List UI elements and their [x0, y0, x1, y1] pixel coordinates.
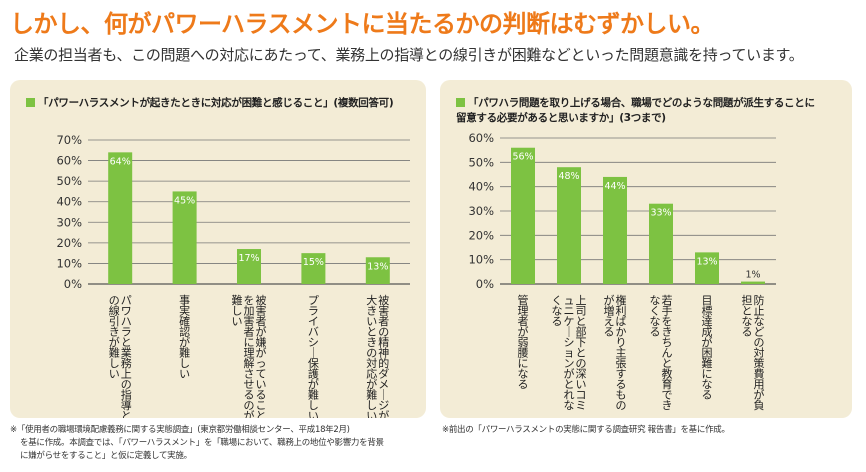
green-square-icon — [456, 98, 465, 107]
left-bar-chart: 0% 10% 20% 30% 40% 50% 60% 70% 64% パワハラと業務上の指導との線… — [56, 133, 410, 418]
data-label: 17% — [238, 253, 259, 264]
data-label: 56% — [512, 152, 533, 163]
left-chart-title: 「パワーハラスメントが起きたときに対応が困難と感じること」(複数回答可) — [26, 96, 394, 111]
category-label: 上司と部下との深いコミュニケ｜ションがとれなくなる — [552, 294, 587, 412]
data-label: 64% — [110, 156, 131, 167]
data-label: 33% — [650, 208, 671, 219]
bar — [649, 203, 673, 284]
right-chart-title: 「パワハラ問題を取り上げる場合、職場でどのような問題が派生することに 留意する必… — [456, 96, 815, 126]
category-label: 防止などの対策費用が負担となる — [742, 293, 765, 412]
y-tick-label: 60% — [468, 131, 494, 145]
y-tick-label: 50% — [56, 174, 82, 188]
left-note-line: を基に作成。本調査では、「パワーハラスメント」を「職場において、職務上の地位や影… — [20, 438, 384, 448]
bar — [557, 167, 581, 284]
y-tick-label: 20% — [56, 236, 82, 250]
category-label: 若手をきちんと教育できなくなる — [650, 294, 673, 412]
data-label: 45% — [174, 195, 195, 206]
y-tick-label: 0% — [64, 277, 82, 291]
y-tick-label: 30% — [56, 215, 82, 229]
right-chart-title-line-2: 留意する必要があると思いますか」(3つまで) — [456, 112, 666, 124]
data-label: 13% — [367, 261, 388, 272]
left-chart-title-text: 「パワーハラスメントが起きたときに対応が困難と感じること」(複数回答可) — [38, 97, 394, 109]
bar — [172, 191, 197, 284]
left-note-line: ※「使用者の職場環境配慮義務に関する実態調査」(東京都労働相談センター、平成18… — [10, 425, 350, 435]
right-chart-panel: 「パワハラ問題を取り上げる場合、職場でどのような問題が派生することに 留意する必… — [440, 80, 852, 418]
category-label: パワハラと業務上の指導との線引きが難しい — [109, 294, 132, 418]
right-chart-title-line-1: 「パワハラ問題を取り上げる場合、職場でどのような問題が派生することに — [468, 97, 815, 109]
green-square-icon — [26, 98, 35, 107]
category-label: 被害者の精神的ダメ｜ジが大きいときの対応が難しい — [366, 293, 389, 418]
data-label: 13% — [696, 256, 717, 267]
bar — [237, 249, 261, 284]
subheadline: 企業の担当者も、この問題への対応にあたって、業務上の指導との線引きが困難などとい… — [14, 46, 804, 64]
data-label: 1% — [745, 270, 760, 281]
right-note-line: ※前出の「パワーハラスメントの実態に関する調査研究 報告書」を基に作成。 — [442, 425, 730, 435]
y-tick-label: 50% — [468, 155, 494, 169]
right-bar-chart: 0% 10% 20% 30% 40% 50% 60% 56% 管理者が弱腰になる 48% 上司と部下… — [468, 131, 776, 412]
y-tick-label: 30% — [468, 204, 494, 218]
left-note-line: に嫌がらせをすること」と仮に定義して実施。 — [20, 451, 192, 461]
y-tick-label: 70% — [56, 133, 82, 147]
y-tick-label: 0% — [476, 277, 494, 291]
bar — [365, 257, 390, 284]
category-label: 権利ばかり主張するものが増える — [604, 293, 627, 412]
bar — [695, 252, 719, 284]
category-label: プライバシ｜保護が難しい — [308, 294, 319, 418]
data-label: 44% — [604, 181, 625, 192]
y-tick-label: 10% — [468, 253, 494, 267]
y-tick-label: 60% — [56, 154, 82, 168]
bar — [511, 147, 535, 284]
data-label: 48% — [558, 171, 579, 182]
category-label: 管理者が弱腰になる — [518, 293, 529, 391]
y-tick-label: 20% — [468, 228, 494, 242]
y-tick-label: 40% — [56, 195, 82, 209]
category-label: 事実確認が難しい — [179, 294, 190, 381]
left-source-note: ※「使用者の職場環境配慮義務に関する実態調査」(東京都労働相談センター、平成18… — [10, 424, 384, 463]
bar — [108, 152, 133, 284]
bar — [301, 253, 326, 284]
category-label: 被害者が嫌がっていることを加害者に理解させるのが難しい — [232, 294, 267, 418]
y-tick-label: 10% — [56, 256, 82, 270]
headline: しかし、何がパワーハラスメントに当たるかの判断はむずかしい。 — [10, 10, 715, 38]
left-chart-panel: 「パワーハラスメントが起きたときに対応が困難と感じること」(複数回答可) 0% 1… — [10, 80, 426, 418]
bar — [603, 176, 627, 284]
right-source-note: ※前出の「パワーハラスメントの実態に関する調査研究 報告書」を基に作成。 — [442, 424, 730, 437]
data-label: 15% — [303, 257, 324, 268]
category-label: 目標達成が困難になる — [702, 294, 713, 402]
y-tick-label: 40% — [468, 180, 494, 194]
bar — [741, 281, 765, 284]
